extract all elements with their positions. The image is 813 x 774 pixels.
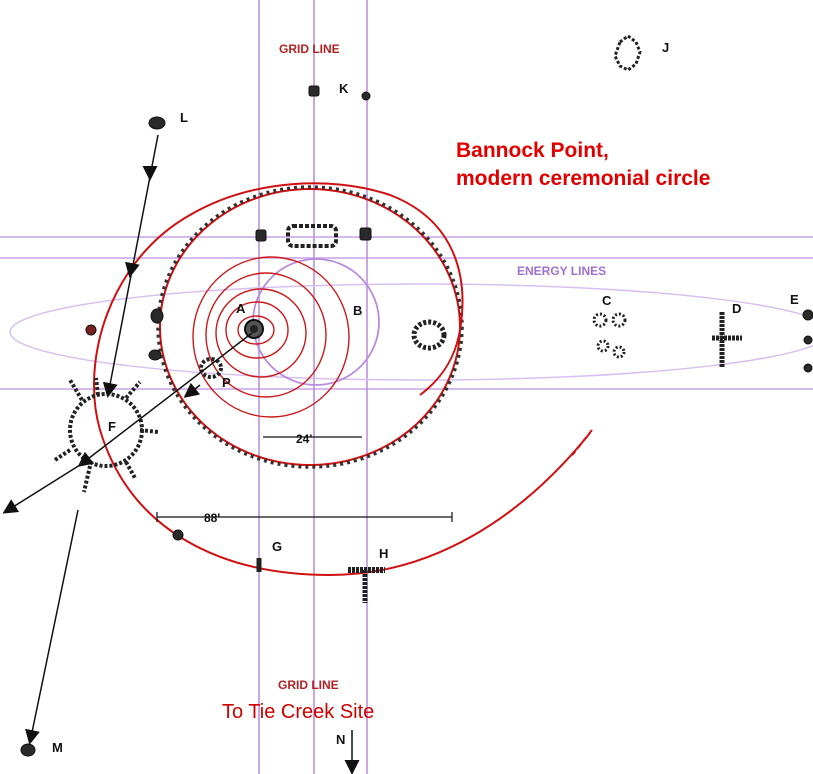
point-k-label: K — [339, 81, 349, 96]
stone-c-4 — [612, 345, 626, 359]
stone-k-2 — [361, 91, 371, 101]
circle-b — [252, 258, 380, 386]
stone-west — [85, 324, 97, 336]
arrow-f-to-sw — [2, 464, 81, 514]
stone-c-3 — [596, 339, 610, 353]
north-label: N — [336, 732, 345, 747]
arrow-a-to-f — [77, 332, 253, 467]
destination-label: To Tie Creek Site — [222, 701, 374, 723]
stone-c-2 — [611, 312, 627, 328]
stone-e-3 — [803, 363, 813, 373]
stone-e-2 — [803, 335, 813, 345]
spiral-tail-dashes — [569, 429, 593, 459]
point-f-label: F — [108, 419, 116, 434]
title-line-2: modern ceremonial circle — [456, 167, 710, 190]
point-d-label: D — [732, 301, 741, 316]
stone-ring-east — [411, 319, 447, 351]
grid-label-top: GRID LINE — [279, 42, 340, 56]
point-g-label: G — [272, 539, 282, 554]
rect-stone-top — [286, 224, 338, 248]
large-spiral — [93, 182, 591, 577]
dim-24-label: 24' — [296, 432, 312, 446]
stone-j — [613, 34, 642, 72]
grid-lines — [258, 0, 368, 774]
stone-ring-p — [199, 357, 223, 379]
title-line-1: Bannock Point, — [456, 139, 609, 162]
point-b-label: B — [353, 303, 362, 318]
dimension-lines — [156, 436, 453, 522]
stone-k-1 — [308, 85, 320, 97]
stone-top-right — [359, 227, 372, 241]
stone-c-1 — [592, 312, 608, 328]
stone-features — [20, 34, 813, 757]
energy-label: ENERGY LINES — [517, 264, 606, 278]
spiral-rings — [192, 256, 350, 418]
dim-88-label: 88' — [204, 511, 220, 525]
stone-scatter — [172, 529, 184, 541]
point-c-label: C — [602, 293, 612, 308]
point-a-label: A — [236, 301, 246, 316]
energy-lines — [0, 236, 813, 390]
stone-west-1 — [150, 308, 164, 324]
stone-west-2 — [148, 349, 162, 361]
grid-label-bottom: GRID LINE — [278, 678, 339, 692]
point-e-label: E — [790, 292, 799, 307]
point-m-label: M — [52, 740, 63, 755]
point-h-label: H — [379, 546, 388, 561]
energy-ellipse — [9, 283, 813, 381]
stone-top-left — [255, 229, 267, 242]
stone-e-1 — [802, 309, 813, 321]
center-stone-a — [244, 319, 264, 339]
point-p-label: P — [222, 375, 231, 390]
stone-l — [148, 116, 166, 130]
stone-m — [20, 743, 36, 757]
arrow-f-to-m — [25, 509, 79, 745]
stone-figure-f — [53, 377, 159, 493]
point-j-label: J — [662, 40, 669, 55]
point-l-label: L — [180, 110, 188, 125]
alignment-arrows — [2, 134, 360, 774]
